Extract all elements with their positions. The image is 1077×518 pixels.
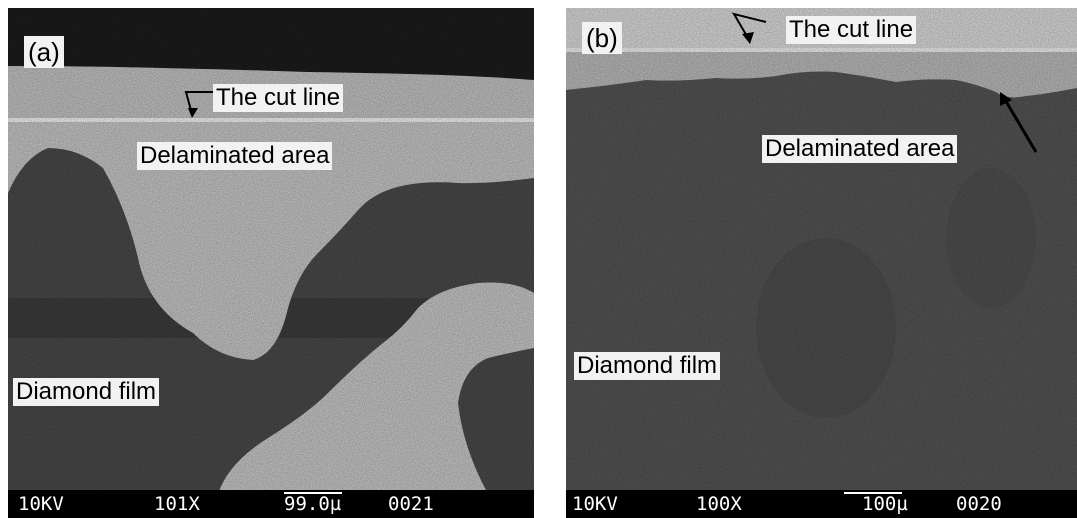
magnification-readout-b: 100X (696, 493, 742, 515)
sem-footer-b: 10KV 100X 100µ 0020 (566, 490, 1077, 518)
delaminated-label-b: Delaminated area (762, 135, 958, 163)
scale-readout-a: 99.0µ (284, 493, 342, 515)
magnification-readout-a: 101X (154, 493, 200, 515)
image-id-a: 0021 (388, 493, 434, 515)
cut-line-label-a: The cut line (213, 84, 344, 112)
scale-readout-b: 100µ (862, 493, 908, 515)
diamond-label-a: Diamond film (13, 378, 160, 406)
sem-panel-a: (a) The cut line Delaminated area Diamon… (8, 8, 534, 518)
kv-readout-b: 10KV (572, 493, 618, 515)
cut-line-label-b: The cut line (786, 16, 917, 44)
diamond-label-b: Diamond film (574, 352, 721, 380)
sem-image-a (8, 8, 534, 494)
panel-label-a: (a) (24, 36, 64, 68)
panel-label-b: (b) (582, 22, 622, 54)
sem-footer-a: 10KV 101X 99.0µ 0021 (8, 490, 534, 518)
delaminated-label-a: Delaminated area (137, 142, 333, 170)
kv-readout-a: 10KV (18, 493, 64, 515)
scale-bar-b (844, 492, 902, 494)
sem-panel-b: (b) The cut line Delaminated area Diamon… (566, 8, 1077, 518)
image-id-b: 0020 (956, 493, 1002, 515)
sem-image-b (566, 8, 1077, 494)
scale-bar-a (284, 492, 342, 494)
